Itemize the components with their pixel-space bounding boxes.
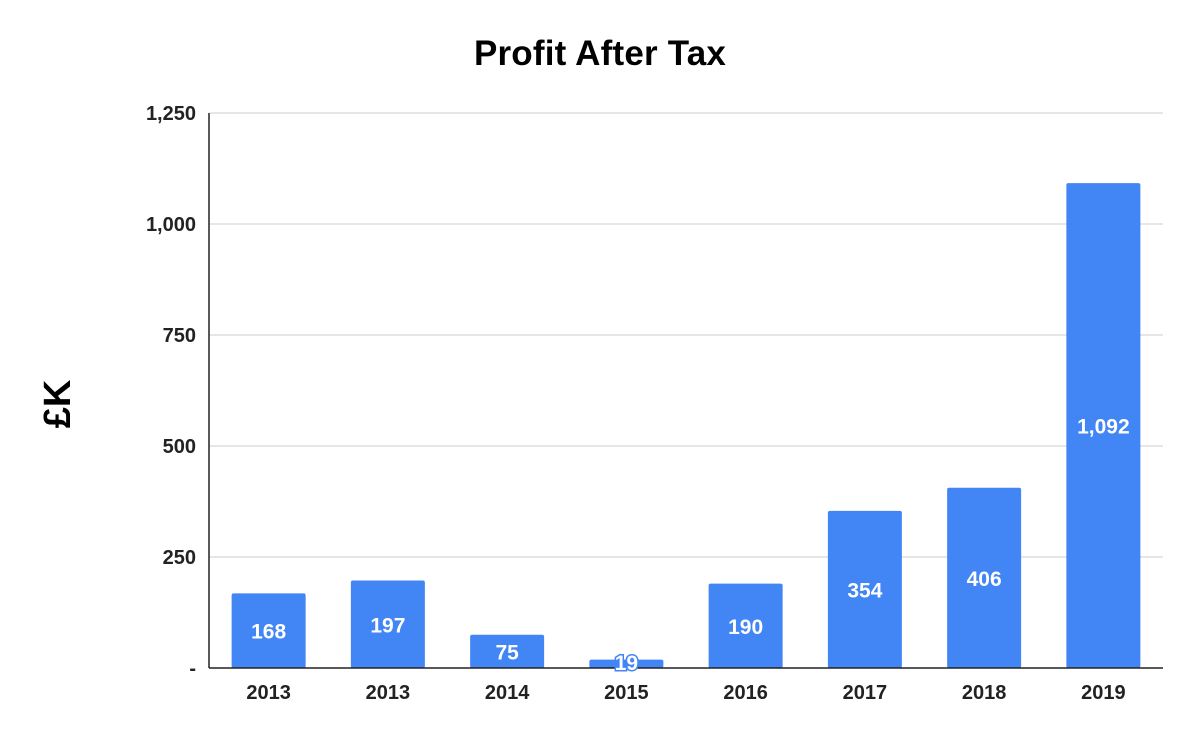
data-label: 354 <box>847 579 882 602</box>
x-tick-label: 2016 <box>723 682 768 704</box>
bar <box>231 593 306 668</box>
data-label: 75 <box>495 641 519 664</box>
y-tick-label: 750 <box>163 325 196 347</box>
x-tick-label: 2015 <box>604 682 649 704</box>
x-tick-label: 2019 <box>1081 682 1126 704</box>
y-axis-title: £K <box>37 379 79 428</box>
bars <box>231 183 1141 669</box>
y-tick-label: 500 <box>163 436 196 458</box>
axes <box>208 113 1163 669</box>
x-tick-label: 2013 <box>366 682 411 704</box>
bar <box>947 487 1022 668</box>
x-tick-label: 2013 <box>246 682 291 704</box>
data-labels: 168 197 75 19 190 354 406 1,092 <box>251 416 1130 677</box>
bar <box>827 510 902 668</box>
bar <box>589 659 664 668</box>
y-tick-labels: - 250 500 750 1,000 1,250 <box>146 103 196 680</box>
data-label: 406 <box>967 568 1002 591</box>
x-tick-label: 2014 <box>485 682 530 704</box>
x-tick-label: 2018 <box>962 682 1007 704</box>
y-tick-label: 250 <box>163 547 196 569</box>
bar <box>350 580 425 668</box>
x-tick-label: 2017 <box>843 682 888 704</box>
y-tick-label: - <box>189 658 196 680</box>
bar <box>1066 183 1141 669</box>
data-label: 19 <box>615 652 638 675</box>
data-label: 168 <box>251 621 286 644</box>
data-label: 197 <box>370 614 405 637</box>
x-tick-labels: 2013 2013 2014 2015 2016 2017 2018 2019 <box>246 682 1125 704</box>
bar <box>708 583 783 668</box>
data-label: 190 <box>728 616 763 639</box>
chart-title: Profit After Tax <box>473 34 727 73</box>
y-tick-label: 1,250 <box>146 103 196 125</box>
y-tick-label: 1,000 <box>146 214 196 236</box>
data-label: 1,092 <box>1077 416 1130 439</box>
bar <box>470 634 545 668</box>
